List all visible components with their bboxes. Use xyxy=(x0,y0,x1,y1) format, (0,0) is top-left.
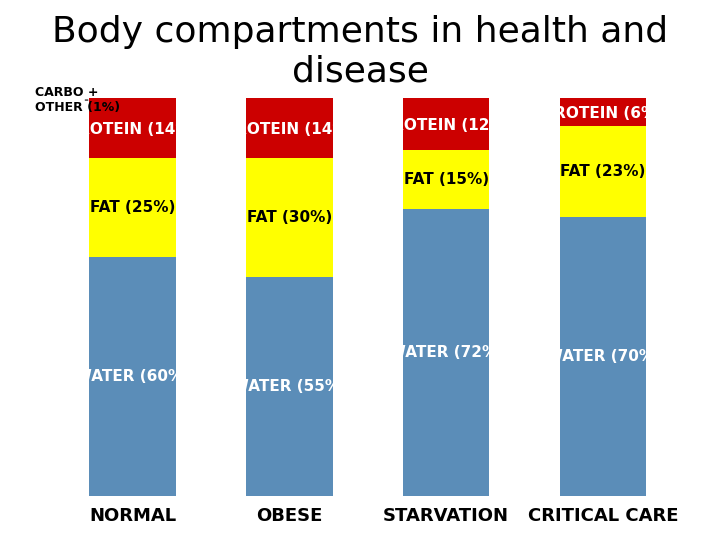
Title: Body compartments in health and
disease: Body compartments in health and disease xyxy=(52,15,668,89)
Bar xyxy=(89,257,176,496)
Text: PROTEIN (14%): PROTEIN (14%) xyxy=(224,123,355,137)
Bar xyxy=(403,98,490,102)
Bar xyxy=(89,98,176,102)
Bar xyxy=(89,158,176,257)
Text: PROTEIN (12%): PROTEIN (12%) xyxy=(381,118,512,133)
Bar xyxy=(560,98,646,102)
Bar xyxy=(403,210,490,496)
Bar xyxy=(246,102,333,158)
Text: FAT (25%): FAT (25%) xyxy=(90,200,175,215)
Text: FAT (23%): FAT (23%) xyxy=(560,164,646,179)
Text: CARBO +
OTHER (1%): CARBO + OTHER (1%) xyxy=(35,86,120,114)
Bar xyxy=(560,218,646,496)
Text: PROTEIN (6%): PROTEIN (6%) xyxy=(543,106,663,122)
Text: WATER (70%): WATER (70%) xyxy=(546,349,660,364)
Bar xyxy=(560,102,646,126)
Text: FAT (30%): FAT (30%) xyxy=(247,210,332,225)
Bar xyxy=(403,150,490,210)
Bar xyxy=(403,102,490,150)
Bar xyxy=(246,277,333,496)
Text: WATER (72%): WATER (72%) xyxy=(389,345,504,360)
Bar xyxy=(89,102,176,158)
Bar xyxy=(246,158,333,277)
Bar xyxy=(246,98,333,102)
Text: FAT (15%): FAT (15%) xyxy=(404,172,489,187)
Text: PROTEIN (14%): PROTEIN (14%) xyxy=(68,123,198,137)
Bar xyxy=(560,126,646,218)
Text: WATER (55%): WATER (55%) xyxy=(232,379,347,394)
Text: WATER (60%): WATER (60%) xyxy=(75,369,190,384)
